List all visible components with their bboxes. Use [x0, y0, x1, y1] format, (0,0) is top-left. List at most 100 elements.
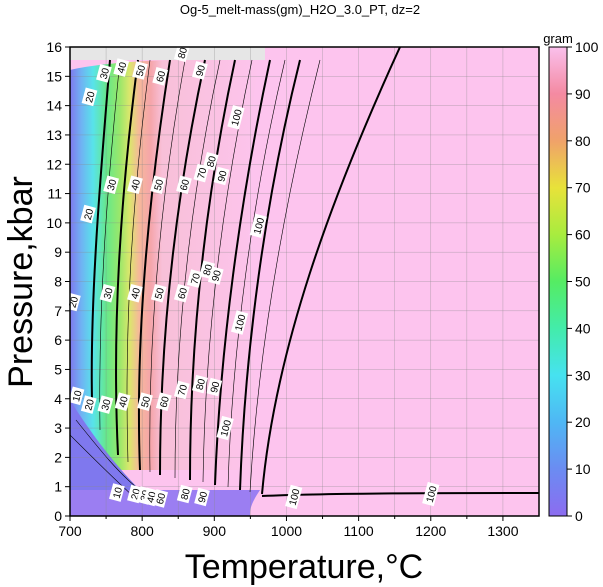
colorbar-tick-label: 40 [575, 320, 591, 336]
x-tick-label: 700 [58, 523, 82, 539]
contour-line-minor [126, 59, 151, 463]
contour-label-text: 100 [425, 485, 440, 504]
y-tick-label: 14 [46, 98, 62, 114]
y-tick-label: 4 [54, 391, 62, 407]
contour-label: 90 [207, 266, 224, 285]
y-tick-label: 5 [54, 361, 62, 377]
contour-line-major [137, 59, 171, 471]
field-unsampled [70, 47, 265, 60]
contour-label-box [173, 43, 190, 63]
contour-line-minor [249, 59, 321, 493]
contour-label: 70 [193, 163, 210, 183]
contour-label-box [186, 269, 203, 288]
contour-label-text: 60 [155, 492, 169, 506]
contour-label-text: 90 [197, 490, 211, 504]
contour-label-text: 100 [219, 419, 234, 438]
contour-label-box [249, 213, 267, 238]
contour-label: 10 [68, 386, 85, 406]
contour-label: 80 [173, 43, 190, 63]
contour-label-text: 60 [179, 178, 193, 192]
contour-label-box [192, 61, 208, 80]
contour-label-box [285, 484, 303, 510]
contour-label-box [65, 292, 81, 312]
grid [70, 47, 539, 516]
y-tick-label: 8 [54, 274, 62, 290]
contour-label-box [230, 310, 249, 335]
contour-label-box [96, 64, 112, 83]
contour-label: 20 [81, 87, 98, 107]
y-tick-label: 9 [54, 244, 62, 260]
contour-label-text: 100 [252, 216, 267, 235]
contour-label-box [99, 283, 116, 303]
contour-label: 20 [65, 292, 82, 312]
contour-label-text: 20 [83, 398, 97, 412]
x-axis-label: Temperature,°C [185, 548, 423, 586]
colorbar-tick-label: 10 [575, 461, 591, 477]
contour-label: 50 [150, 283, 167, 303]
contour-label-box [206, 377, 223, 397]
contour-label-text: 90 [209, 380, 223, 394]
contour-label-text: 50 [153, 178, 167, 192]
contour-label-text: 20 [68, 295, 82, 309]
contour-label-text: 40 [130, 178, 144, 192]
contour-label: 60 [176, 175, 193, 195]
contour-label-text: 40 [116, 61, 130, 75]
contour-label-text: 60 [158, 395, 172, 409]
contour-label-text: 60 [177, 286, 191, 300]
chart-title: Og-5_melt-mass(gm)_H2O_3.0_PT, dz=2 [180, 2, 420, 17]
contour-label-box [127, 175, 143, 195]
contour-label: 100 [227, 105, 245, 130]
contour-label-text: 100 [234, 313, 249, 332]
x-tick-label: 900 [203, 523, 227, 539]
field-low-melt [70, 400, 140, 490]
contour-label-text: 90 [210, 269, 224, 283]
contour-label-text: 80 [205, 154, 219, 168]
contour-label-box [152, 67, 169, 86]
contour-label-box [109, 483, 125, 502]
contour-label: 90 [206, 377, 223, 397]
contour-label: 40 [127, 283, 143, 303]
contour-label: 100 [230, 310, 249, 335]
contour-line-minor [174, 59, 221, 479]
contour-label-box [68, 386, 85, 406]
contour-label: 50 [132, 61, 149, 80]
contour-label-text: 50 [135, 64, 149, 78]
y-tick-label: 11 [47, 186, 62, 202]
y-tick-label: 7 [54, 303, 62, 319]
contour-label: 60 [155, 392, 172, 411]
contour-label: 100 [285, 484, 303, 510]
contour-label-box [97, 395, 114, 414]
contour-label: 60 [152, 489, 169, 508]
contour-label: 90 [194, 487, 211, 507]
contour-label: 40 [114, 392, 131, 411]
contour-label: 100 [216, 415, 234, 441]
x-tick-label: 800 [130, 523, 154, 539]
contour-label: 50 [150, 175, 167, 195]
contour-label-box [176, 484, 193, 504]
contour-line-major [159, 59, 206, 476]
contour-label-box [173, 380, 190, 400]
contour-label-text: 40 [117, 395, 131, 409]
y-tick-label: 13 [46, 127, 62, 143]
contour-label: 30 [103, 175, 120, 195]
contour-label-box [194, 487, 210, 507]
contour-label: 40 [127, 175, 144, 195]
contour-label: 60 [152, 67, 169, 86]
contour-label-text: 90 [195, 64, 209, 78]
contour-label: 40 [113, 58, 130, 77]
contour-label-box [422, 481, 440, 507]
contour-line-minor [149, 59, 186, 473]
contour-label-text: 50 [153, 286, 167, 300]
contour-label-text: 100 [288, 487, 303, 506]
contour-label-text: 30 [106, 178, 120, 192]
contour-label-text: 30 [100, 398, 114, 412]
contour-line-minor [99, 59, 121, 431]
contour-label-text: 100 [230, 108, 245, 127]
colorbar-label: gram [543, 31, 573, 46]
contour-label: 90 [213, 166, 230, 186]
contour-label-text: 70 [196, 166, 210, 180]
contour-label: 50 [137, 392, 154, 411]
contour-label-text: 50 [140, 395, 154, 409]
